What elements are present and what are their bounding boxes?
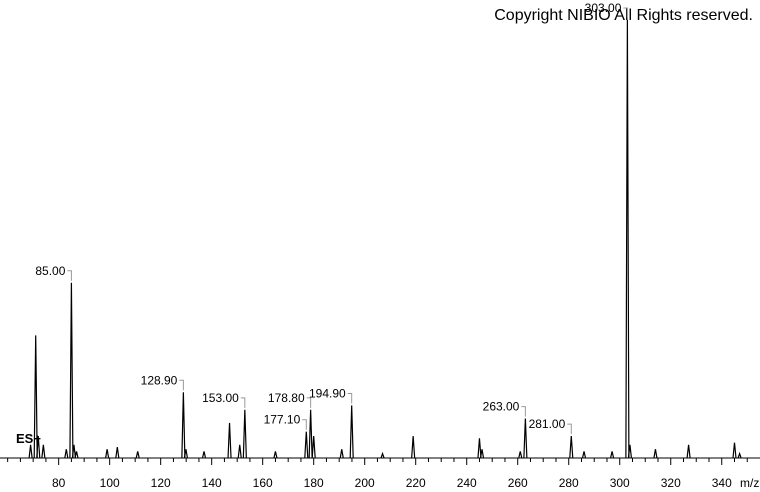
x-tick-label: 220 [406,476,426,490]
peak-label: 128.90 [141,373,178,387]
peak-label: 178.80 [268,391,305,405]
peak-label: 263.00 [483,400,520,414]
peak [518,451,523,459]
x-tick-label: 260 [508,476,528,490]
peak [115,446,120,459]
peak [479,449,485,459]
peak [183,449,189,459]
peak [732,442,737,459]
peak [273,451,278,459]
peak-label: 85.00 [35,264,65,278]
peak [523,418,528,459]
x-tick-label: 340 [712,476,732,490]
peak [64,449,69,459]
peak-label: 303.00 [585,1,622,15]
label-leader [306,397,312,408]
label-leader [623,7,628,18]
x-tick-label: 140 [202,476,222,490]
peak [380,451,385,459]
x-tick-label: 80 [52,476,66,490]
peak [308,409,313,459]
peak [69,282,74,459]
peak [227,422,232,459]
peak [201,451,207,459]
peak-label: 281.00 [529,417,566,431]
peak [242,409,247,459]
label-leader [240,397,246,408]
label-leader [347,392,353,404]
peak [105,449,110,459]
label-leader [302,419,307,430]
peak [627,444,633,459]
peak [33,335,38,459]
peak-label: 177.10 [264,413,301,427]
peak [737,451,742,459]
peak [181,392,186,459]
peak [349,405,354,459]
peak-label: 153.00 [202,391,239,405]
peak [74,451,79,459]
label-leader [567,423,572,435]
peak [41,444,46,459]
peak [609,451,615,459]
peak [71,444,77,459]
label-leader [179,379,184,391]
x-tick-label: 100 [100,476,120,490]
x-tick-label: 160 [253,476,273,490]
peak [569,436,574,459]
peak [339,449,344,459]
peak [311,436,316,459]
label-leader [67,270,72,281]
peak [237,444,242,459]
x-tick-label: 300 [610,476,630,490]
peak [36,436,41,459]
x-tick-label: 180 [304,476,324,490]
x-axis-label: m/z [740,476,759,490]
peak [653,449,658,459]
x-tick-label: 280 [559,476,579,490]
peak [304,431,309,459]
peak-label: 194.90 [309,386,346,400]
peak [625,19,630,459]
x-tick-label: 200 [355,476,375,490]
peak [135,451,140,459]
peak [411,436,416,459]
x-tick-label: 320 [661,476,681,490]
label-leader [521,406,526,417]
peak [28,444,33,459]
peak [581,451,587,459]
chart-title: Copyright NIBIO All Rights reserved. [494,7,753,24]
x-tick-label: 240 [457,476,477,490]
peak [477,438,482,459]
x-tick-label: 120 [151,476,171,490]
peak [686,444,691,459]
